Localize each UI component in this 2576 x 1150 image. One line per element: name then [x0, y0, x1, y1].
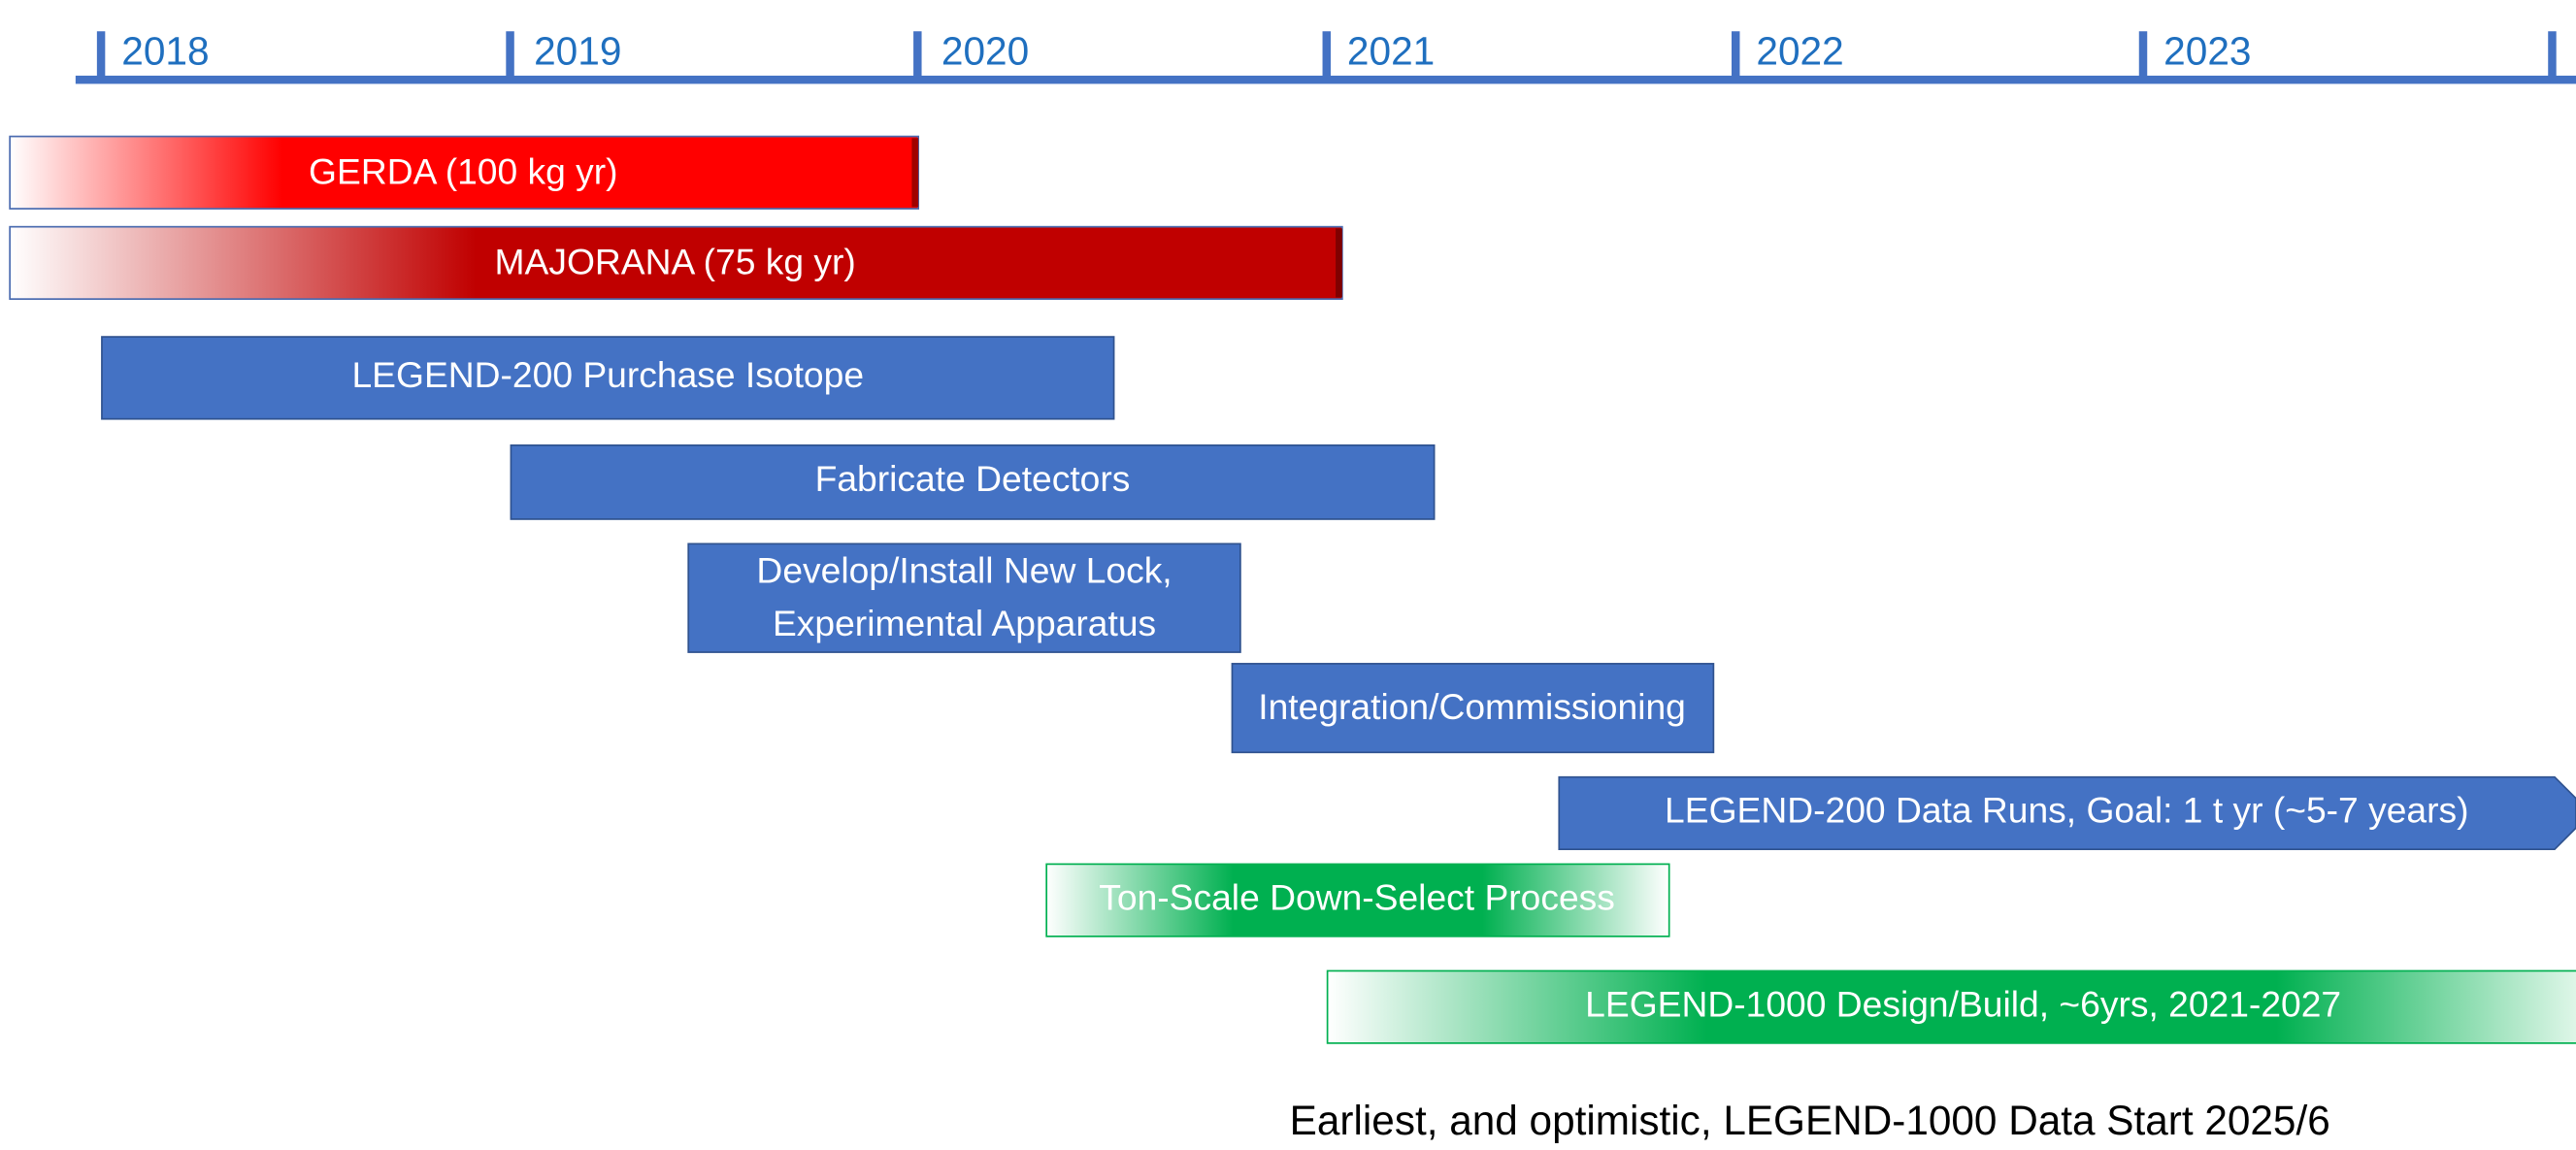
year-label: 2018: [121, 29, 209, 74]
bar-label: GERDA (100 kg yr): [309, 150, 618, 191]
year-tick: [913, 31, 922, 82]
bar-arrow: [1558, 775, 2576, 851]
bar: [510, 444, 1436, 520]
bar-label: LEGEND-1000 Design/Build, ~6yrs, 2021-20…: [1585, 983, 2341, 1024]
bar-edge: [911, 138, 919, 208]
bar: [1231, 663, 1715, 754]
bar: [101, 336, 1115, 420]
bar: [1045, 863, 1670, 937]
year-tick: [1732, 31, 1740, 82]
bar-label: Integration/Commissioning: [1258, 686, 1686, 727]
year-label: 2021: [1347, 29, 1435, 74]
bar: [9, 135, 920, 210]
year-label: 2019: [534, 29, 621, 74]
bar-label: LEGEND-200 Purchase Isotope: [351, 354, 864, 395]
year-tick: [1322, 31, 1332, 82]
year-label: 2022: [1756, 29, 1843, 74]
year-tick: [2548, 31, 2557, 82]
bar-label: LEGEND-200 Data Runs, Goal: 1 t yr (~5-7…: [1665, 790, 2468, 831]
bar-label: Develop/Install New Lock,: [756, 550, 1172, 591]
bar-label: Fabricate Detectors: [815, 458, 1131, 499]
footnote: Earliest, and optimistic, LEGEND-1000 Da…: [1290, 1098, 2330, 1143]
bar: [9, 225, 1343, 300]
time-axis: 2018 2019 2020 2021 2022 2023: [75, 29, 2576, 84]
year-tick: [96, 31, 106, 82]
year-label: 2023: [2163, 29, 2251, 74]
year-tick: [2138, 31, 2148, 82]
bar-label: Ton-Scale Down-Select Process: [1099, 876, 1615, 917]
bar-label: Experimental Apparatus: [773, 603, 1156, 643]
bar-edge: [1336, 228, 1342, 298]
bar: [687, 542, 1241, 653]
year-tick: [506, 31, 514, 82]
bar-label: MAJORANA (75 kg yr): [495, 241, 856, 281]
bar: [1326, 969, 2576, 1044]
year-label: 2020: [941, 29, 1029, 74]
